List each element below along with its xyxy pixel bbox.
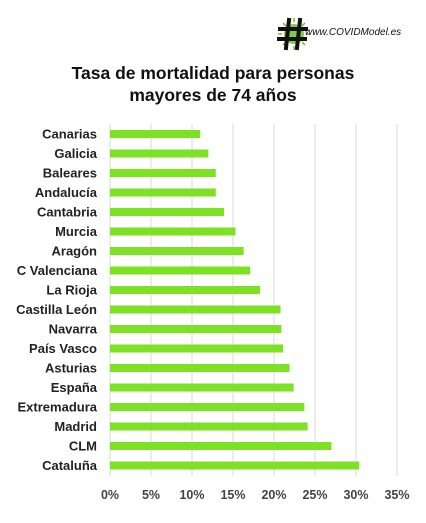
category-label-5: Murcia [55, 224, 98, 239]
bar-5 [110, 227, 236, 236]
bar-10 [110, 325, 282, 333]
bar-4 [110, 208, 224, 216]
bar-11 [110, 344, 284, 353]
covidmodel-logo [277, 17, 310, 51]
category-label-0: Canarias [42, 127, 97, 142]
chart-title: Tasa de mortalidad para personas mayores… [0, 62, 426, 106]
category-label-7: C Valenciana [17, 263, 98, 278]
bar-17 [110, 461, 360, 470]
category-label-8: La Rioja [46, 283, 97, 298]
category-label-17: Cataluña [42, 458, 98, 473]
bar-13 [110, 383, 294, 392]
category-label-12: Asturias [45, 361, 97, 376]
category-label-1: Galicia [54, 146, 97, 161]
x-tick-label-5: 25% [302, 488, 327, 502]
category-label-15: Madrid [54, 419, 97, 434]
category-label-3: Andalucía [35, 185, 98, 200]
category-label-14: Extremadura [18, 400, 98, 415]
x-tick-label-7: 35% [384, 488, 409, 502]
bar-14 [110, 403, 305, 411]
x-tick-label-0: 0% [101, 488, 119, 502]
category-label-16: CLM [69, 439, 97, 454]
x-tick-label-3: 15% [220, 488, 245, 502]
hashtag-virus-icon [277, 17, 310, 51]
category-label-13: España [51, 380, 98, 395]
x-tick-label-2: 10% [179, 488, 204, 502]
bar-12 [110, 364, 290, 372]
x-tick-label-6: 30% [343, 488, 368, 502]
bar-2 [110, 169, 216, 177]
bar-3 [110, 188, 216, 197]
category-label-4: Cantabria [37, 205, 98, 220]
bar-8 [110, 286, 261, 294]
category-label-9: Castilla León [16, 302, 97, 317]
x-tick-label-4: 20% [261, 488, 286, 502]
category-label-6: Aragón [52, 244, 98, 259]
bar-15 [110, 422, 308, 431]
bar-6 [110, 247, 244, 255]
x-tick-label-1: 5% [142, 488, 160, 502]
category-label-11: País Vasco [29, 341, 97, 356]
category-label-10: Navarra [49, 322, 98, 337]
chart-title-line-2: mayores de 74 años [129, 85, 297, 105]
logo-text: www.COVIDModel.es [305, 27, 402, 38]
bar-9 [110, 305, 281, 314]
bar-16 [110, 442, 332, 450]
bar-7 [110, 266, 251, 275]
bar-1 [110, 149, 209, 158]
category-label-2: Baleares [43, 166, 97, 181]
bar-0 [110, 130, 201, 138]
chart-title-line-1: Tasa de mortalidad para personas [71, 63, 355, 83]
